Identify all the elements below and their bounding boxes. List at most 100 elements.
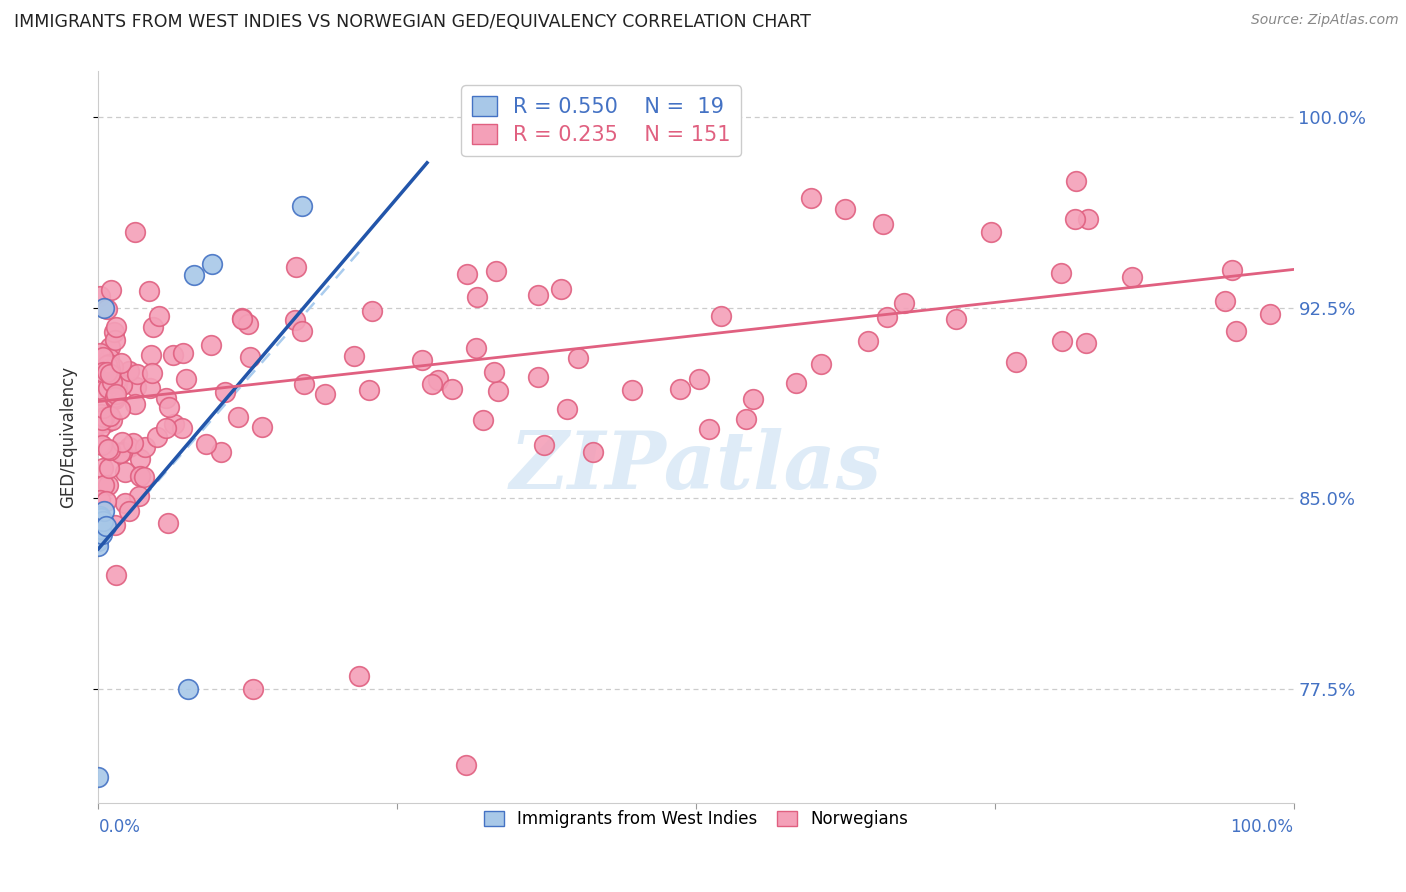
Point (87, 526, 110, 541)
Point (157, 516, 180, 531)
Point (291, 199, 314, 213)
Point (139, 381, 162, 395)
Point (91, 350, 114, 364)
Point (96, 358, 118, 372)
Point (89, 421, 111, 435)
Point (89, 436, 111, 450)
Point (1121, 270, 1143, 285)
Point (111, 377, 134, 392)
Point (90, 412, 112, 426)
Point (834, 202, 856, 216)
Point (357, 383, 380, 397)
Point (567, 351, 589, 365)
Point (527, 370, 550, 384)
Point (124, 225, 146, 239)
Point (361, 304, 384, 318)
Point (121, 435, 143, 450)
Point (426, 373, 449, 387)
Point (128, 490, 150, 504)
Point (87, 532, 110, 546)
Point (105, 373, 128, 387)
Point (103, 325, 125, 339)
Point (93, 478, 115, 492)
Point (734, 411, 756, 425)
Point (98, 367, 121, 381)
Point (550, 282, 572, 296)
Point (231, 312, 253, 326)
Point (124, 397, 146, 411)
Point (118, 440, 141, 454)
Point (105, 567, 128, 582)
Point (94, 494, 117, 508)
Point (91, 514, 114, 528)
Point (214, 384, 236, 399)
Point (176, 372, 198, 386)
Point (1077, 212, 1099, 227)
Point (98, 363, 121, 377)
Point (343, 350, 366, 364)
Point (1076, 336, 1098, 351)
Point (465, 341, 488, 355)
Point (155, 421, 177, 435)
Point (127, 367, 149, 381)
Point (893, 296, 915, 310)
Point (91, 460, 114, 475)
Point (132, 470, 155, 484)
Point (242, 681, 264, 696)
Point (162, 348, 184, 362)
Point (87, 534, 110, 549)
Point (1213, 293, 1236, 308)
Point (200, 337, 222, 351)
Point (93, 504, 115, 518)
Point (456, 267, 478, 281)
Point (710, 309, 733, 323)
Point (226, 410, 249, 425)
Point (201, 257, 224, 271)
Point (108, 446, 131, 460)
Point (89, 516, 111, 531)
Point (129, 468, 152, 483)
Point (945, 312, 967, 326)
Point (98, 409, 121, 423)
Point (236, 317, 259, 331)
Point (1225, 324, 1247, 338)
Point (111, 378, 134, 392)
Point (94, 519, 117, 533)
Point (89, 289, 111, 303)
Point (285, 260, 308, 275)
Point (876, 310, 898, 325)
Point (139, 348, 162, 362)
Point (688, 372, 710, 386)
Point (90, 521, 112, 535)
Point (250, 419, 273, 434)
Point (118, 504, 141, 518)
Point (1064, 173, 1087, 187)
Point (142, 319, 165, 334)
Point (91, 526, 114, 541)
Text: 100.0%: 100.0% (1230, 818, 1294, 836)
Text: ZIPatlas: ZIPatlas (510, 427, 882, 505)
Point (134, 440, 156, 454)
Point (91, 365, 114, 379)
Point (148, 309, 170, 323)
Point (114, 496, 136, 510)
Text: IMMIGRANTS FROM WEST INDIES VS NORWEGIAN GED/EQUIVALENCY CORRELATION CHART: IMMIGRANTS FROM WEST INDIES VS NORWEGIAN… (14, 13, 811, 31)
Point (97, 478, 120, 492)
Point (155, 391, 177, 405)
Point (533, 438, 555, 452)
Point (89, 508, 111, 523)
Point (104, 518, 127, 533)
Point (669, 382, 692, 396)
Point (292, 376, 315, 391)
Point (90, 511, 112, 525)
Point (87, 771, 110, 785)
Point (485, 263, 508, 277)
Point (314, 387, 336, 401)
Point (183, 268, 205, 282)
Point (97, 442, 120, 457)
Point (858, 334, 880, 348)
Point (87, 539, 110, 553)
Text: Source: ZipAtlas.com: Source: ZipAtlas.com (1251, 13, 1399, 28)
Legend: Immigrants from West Indies, Norwegians: Immigrants from West Indies, Norwegians (477, 804, 915, 835)
Point (162, 417, 184, 432)
